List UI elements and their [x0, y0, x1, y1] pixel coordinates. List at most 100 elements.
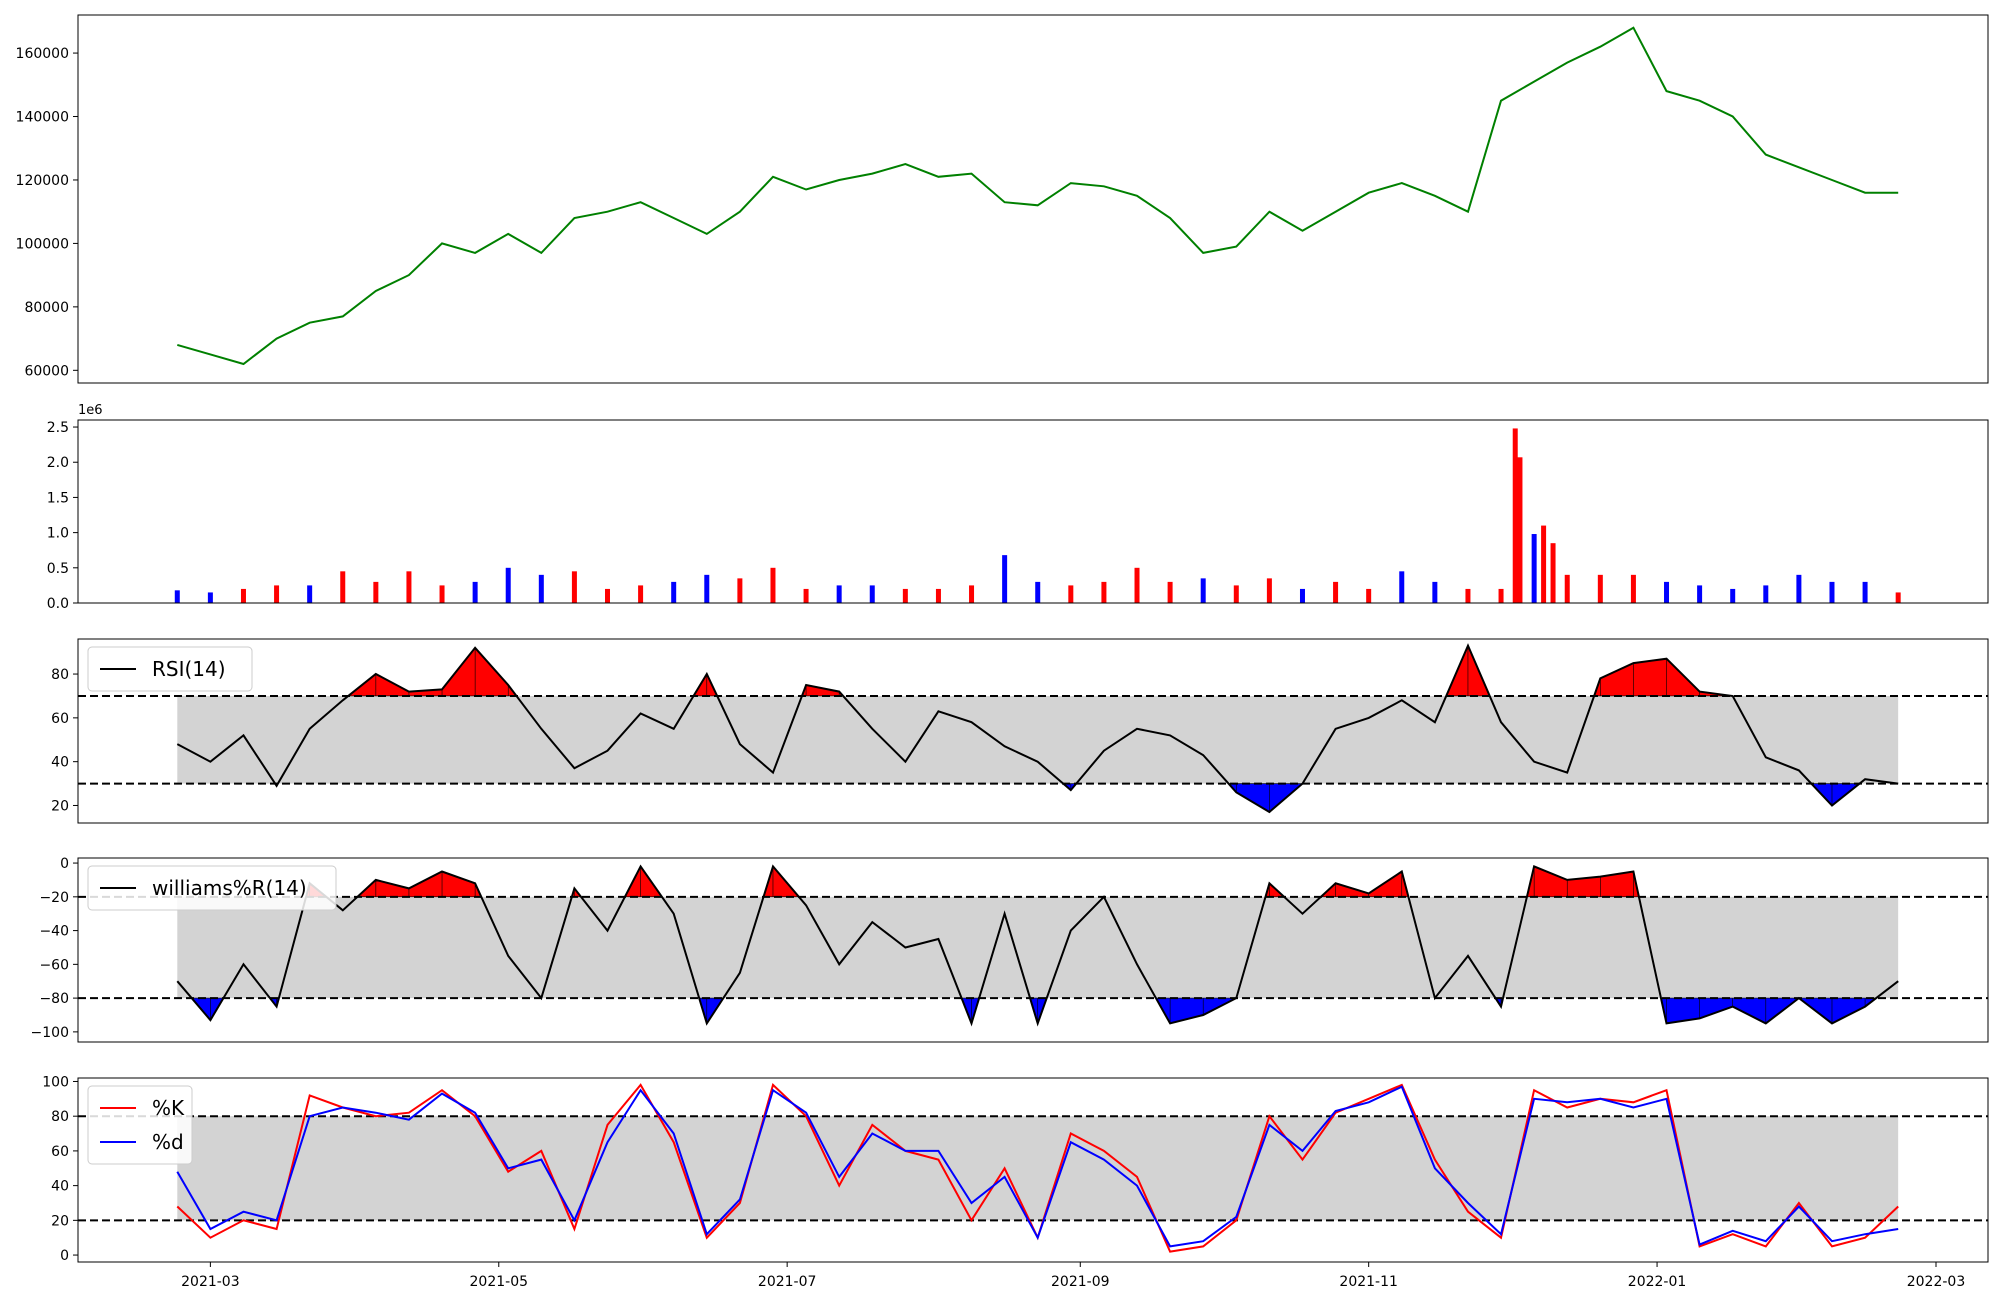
volume-bar — [1565, 575, 1570, 603]
volume-bar — [1399, 571, 1404, 603]
y-tick-label: 100000 — [16, 236, 69, 252]
volume-bar — [1863, 582, 1868, 603]
x-tick-label: 2021-07 — [758, 1274, 817, 1290]
volume-bar — [1513, 428, 1518, 603]
volume-bar — [274, 585, 279, 603]
volume-bar — [1366, 589, 1371, 603]
volume-bar — [1598, 575, 1603, 603]
volume-bar — [1201, 578, 1206, 603]
volume-bar — [406, 571, 411, 603]
volume-bar — [1168, 582, 1173, 603]
volume-bar — [208, 592, 213, 603]
volume-bar — [440, 585, 445, 603]
y-tick-label: 120000 — [16, 173, 69, 189]
volume-bar — [506, 568, 511, 603]
volume-bar — [704, 575, 709, 603]
volume-bar — [936, 589, 941, 603]
plot-background — [78, 15, 1988, 383]
y-tick-label: 40 — [51, 755, 69, 771]
y-tick-label: 80 — [51, 1109, 69, 1125]
neutral-band — [177, 696, 1898, 784]
x-tick-label: 2021-03 — [181, 1274, 240, 1290]
neutral-band — [177, 897, 1898, 998]
volume-bar — [1068, 585, 1073, 603]
y-tick-label: −100 — [31, 1025, 69, 1041]
volume-bar — [1300, 589, 1305, 603]
plot-background — [78, 420, 1988, 603]
volume-bar — [837, 585, 842, 603]
volume-bar — [1664, 582, 1669, 603]
volume-panel: 0.0 0.5 1.0 1.5 2.0 2.5 1e6 — [47, 403, 1988, 612]
y-tick-label: 0.5 — [47, 561, 69, 577]
y-tick-label: 40 — [51, 1179, 69, 1195]
volume-bar — [1631, 575, 1636, 603]
neutral-band — [177, 1116, 1898, 1220]
volume-bar — [1101, 582, 1106, 603]
y-tick-label: 2.5 — [47, 420, 69, 436]
volume-bar — [1465, 589, 1470, 603]
volume-bar — [737, 578, 742, 603]
volume-bar — [572, 571, 577, 603]
volume-bar — [1035, 582, 1040, 603]
volume-bar — [1002, 555, 1007, 603]
volume-bar — [373, 582, 378, 603]
volume-bar — [770, 568, 775, 603]
volume-bar — [307, 585, 312, 603]
x-tick-label: 2021-11 — [1339, 1274, 1398, 1290]
y-tick-label: 20 — [51, 1213, 69, 1229]
y-tick-label: 1.5 — [47, 490, 69, 506]
volume-bar — [1730, 589, 1735, 603]
volume-bar — [605, 589, 610, 603]
volume-bar — [1532, 534, 1537, 603]
volume-bar — [1499, 589, 1504, 603]
volume-bar — [241, 589, 246, 603]
volume-offset-label: 1e6 — [78, 403, 103, 418]
volume-bar — [903, 589, 908, 603]
volume-bar — [1541, 526, 1546, 603]
y-tick-label: 2.0 — [47, 455, 69, 471]
y-tick-label: 100 — [42, 1074, 69, 1090]
volume-bar — [1432, 582, 1437, 603]
volume-bar — [1333, 582, 1338, 603]
volume-bar — [539, 575, 544, 603]
volume-bar — [1896, 592, 1901, 603]
y-tick-label: 60 — [51, 711, 69, 727]
y-tick-label: −80 — [39, 991, 69, 1007]
volume-bar — [1697, 585, 1702, 603]
volume-bar — [638, 585, 643, 603]
legend-label: williams%R(14) — [152, 876, 307, 900]
volume-bar — [340, 571, 345, 603]
y-tick-label: 1.0 — [47, 526, 69, 542]
legend-label: %K — [152, 1096, 185, 1120]
volume-bar — [175, 590, 180, 603]
volume-bar — [1234, 585, 1239, 603]
x-tick-label: 2022-01 — [1628, 1274, 1687, 1290]
volume-bar — [473, 582, 478, 603]
volume-bar — [1267, 578, 1272, 603]
volume-bar — [1829, 582, 1834, 603]
x-tick-label: 2021-09 — [1051, 1274, 1110, 1290]
volume-bar — [870, 585, 875, 603]
y-tick-label: 60 — [51, 1144, 69, 1160]
y-tick-label: −40 — [39, 924, 69, 940]
y-tick-label: 140000 — [16, 110, 69, 126]
y-tick-label: 80000 — [24, 300, 69, 316]
volume-bar — [1135, 568, 1140, 603]
y-tick-label: −20 — [39, 890, 69, 906]
y-tick-label: 160000 — [16, 46, 69, 62]
legend-label: RSI(14) — [152, 657, 226, 681]
volume-bar — [1551, 543, 1556, 603]
volume-bar — [1796, 575, 1801, 603]
x-tick-label: 2022-03 — [1907, 1274, 1966, 1290]
y-tick-label: 0.0 — [47, 596, 69, 612]
x-tick-label: 2021-05 — [470, 1274, 529, 1290]
y-tick-label: 20 — [51, 798, 69, 814]
volume-bar — [1517, 457, 1522, 603]
volume-bar — [969, 585, 974, 603]
volume-bar — [1763, 585, 1768, 603]
